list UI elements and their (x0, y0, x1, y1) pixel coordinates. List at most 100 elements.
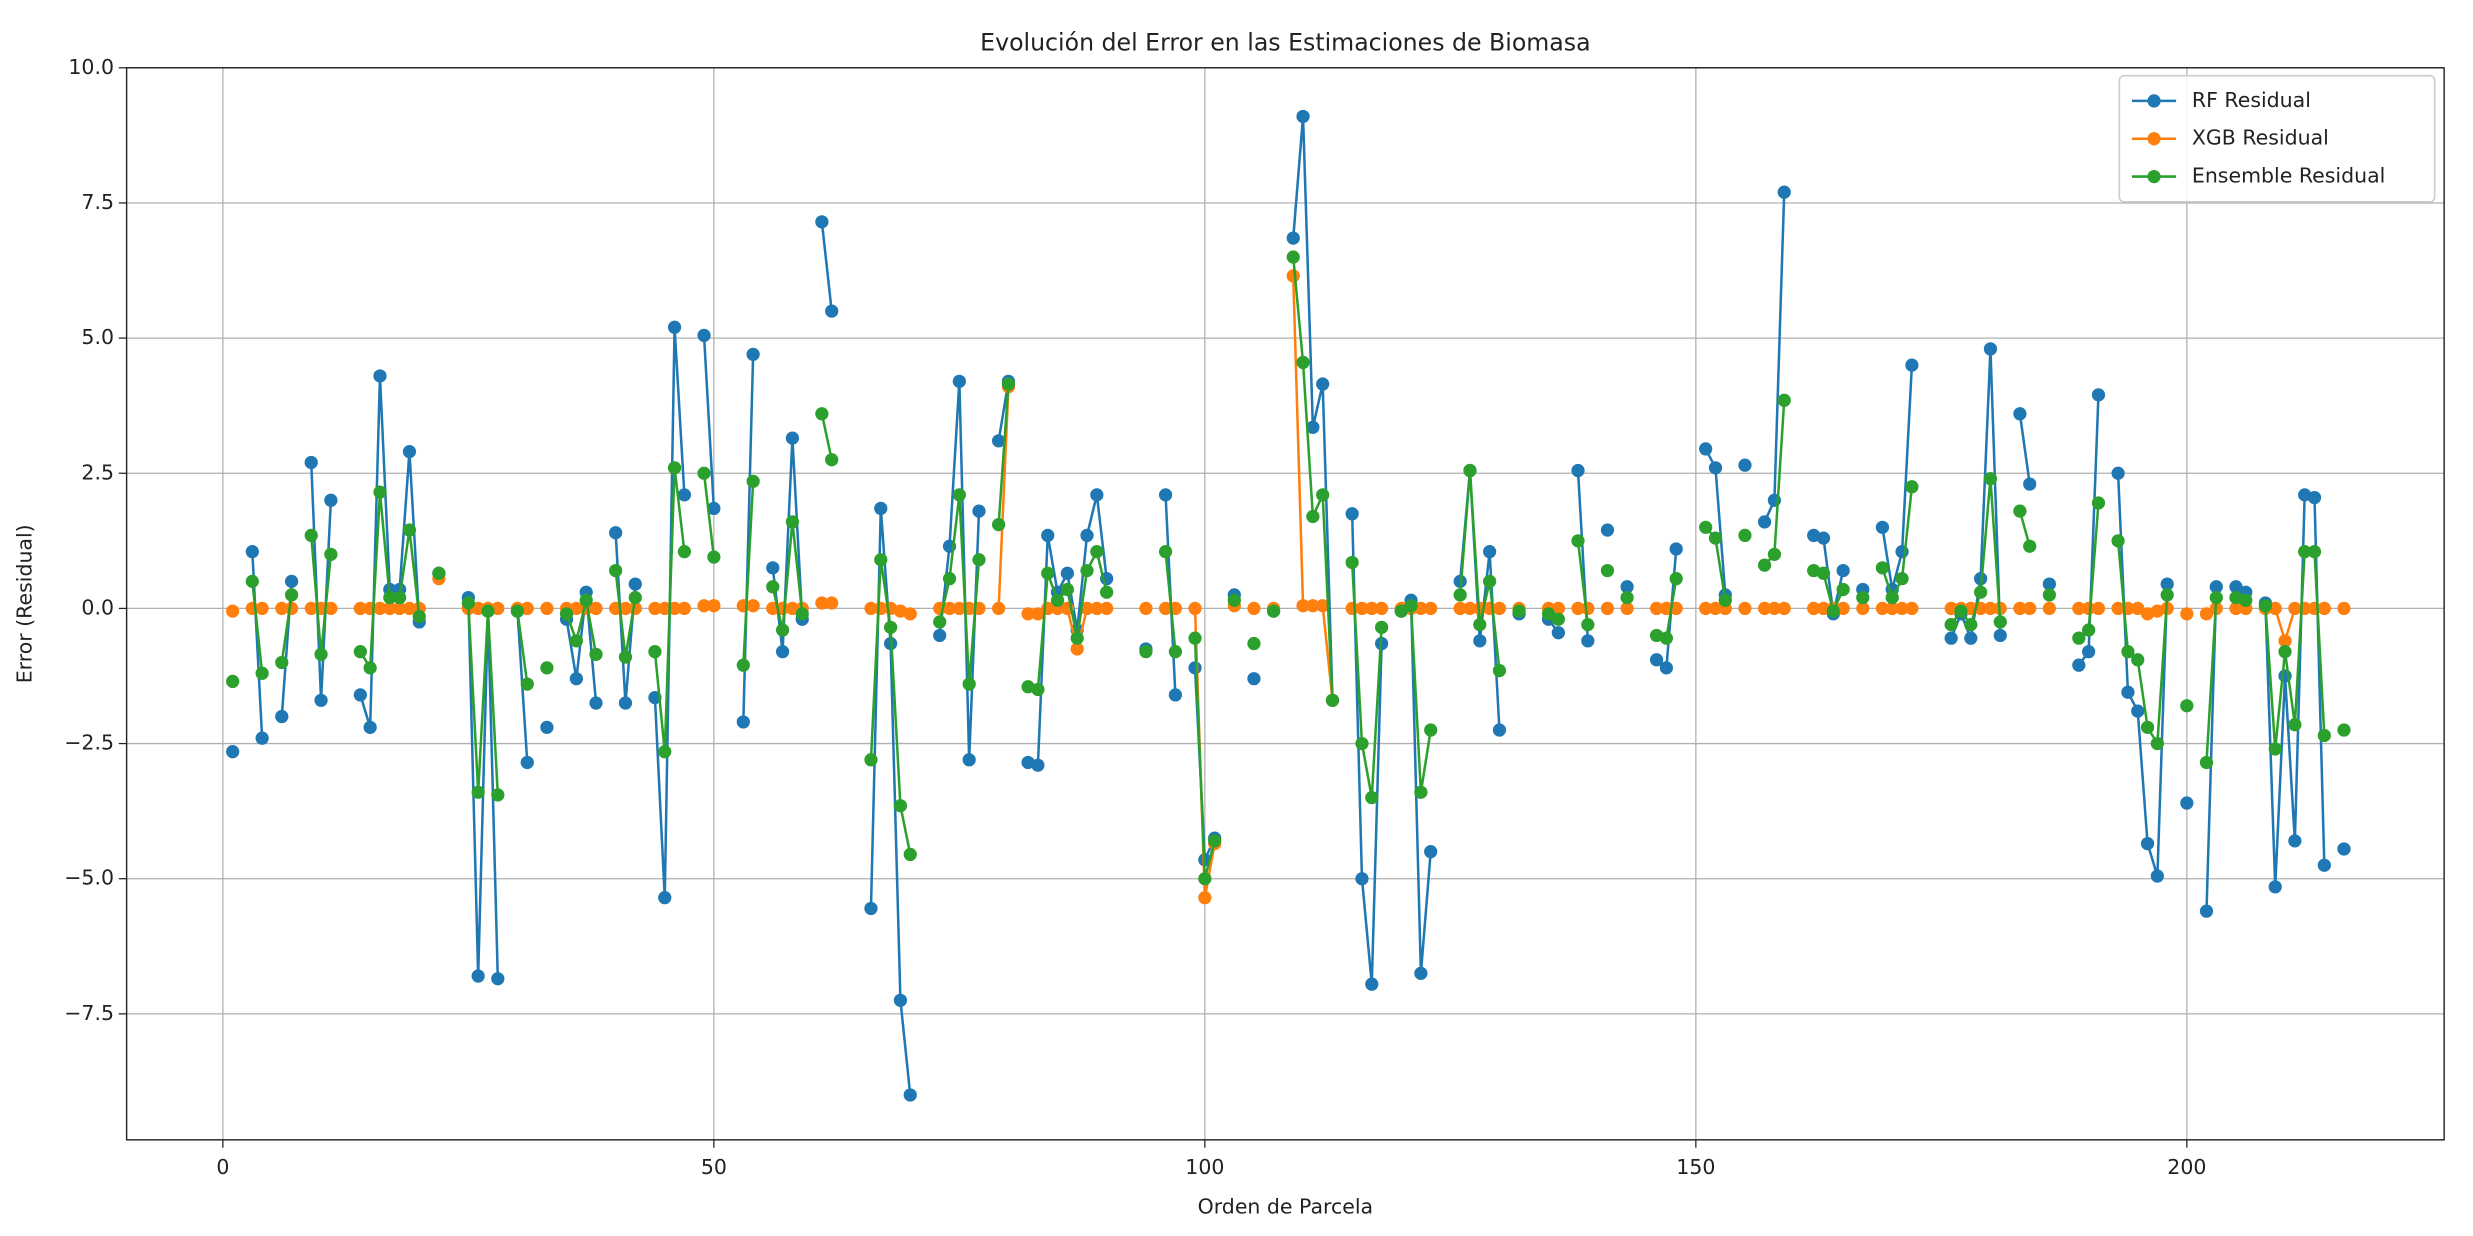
point (1895, 601, 1909, 616)
point (1080, 528, 1094, 543)
point (245, 545, 259, 559)
point (1767, 601, 1782, 616)
point (2140, 720, 2155, 734)
point (1306, 509, 1320, 524)
point (2209, 590, 2223, 605)
y-tick-label: −5.0 (64, 866, 114, 890)
point (1669, 542, 1683, 556)
point (255, 666, 269, 680)
point (2298, 545, 2312, 559)
point (540, 601, 554, 616)
y-tick-label: 2.5 (81, 460, 114, 484)
point (677, 601, 692, 616)
point (2307, 601, 2322, 616)
point (992, 601, 1006, 616)
point (226, 674, 240, 689)
y-axis-label: Error (Residual) (13, 524, 37, 683)
point (589, 647, 603, 661)
point (2131, 704, 2145, 718)
point (471, 969, 485, 983)
point (1158, 488, 1173, 502)
point (383, 601, 397, 616)
point (1964, 631, 1978, 645)
point (1983, 601, 1998, 616)
point (392, 601, 407, 616)
point (1905, 601, 1919, 616)
point (2180, 607, 2194, 621)
point (2072, 601, 2086, 616)
point (903, 847, 917, 862)
point (874, 553, 888, 567)
point (2131, 653, 2145, 667)
point (707, 501, 721, 516)
point (962, 677, 976, 691)
point (589, 696, 603, 710)
point (1306, 420, 1320, 434)
point (2013, 601, 2027, 616)
point (933, 615, 947, 629)
legend-marker (2147, 169, 2161, 184)
point (412, 609, 426, 624)
point (1355, 872, 1369, 886)
point (1708, 601, 1723, 616)
point (2278, 634, 2292, 648)
point (1168, 645, 1183, 659)
point (363, 661, 377, 675)
point (609, 563, 623, 578)
point (1816, 531, 1831, 545)
point (1031, 758, 1045, 772)
point (1551, 612, 1565, 626)
point (1247, 636, 1261, 651)
point (648, 645, 662, 659)
point (697, 466, 711, 480)
point (1345, 555, 1359, 570)
point (1296, 109, 1310, 124)
point (2288, 834, 2302, 848)
point (1286, 269, 1300, 283)
point (864, 901, 878, 916)
point (2131, 601, 2145, 616)
point (667, 461, 682, 475)
point (324, 547, 338, 561)
point (2013, 407, 2027, 421)
y-tick-label: 5.0 (81, 325, 114, 349)
point (481, 604, 495, 618)
point (746, 347, 760, 361)
point (1453, 574, 1467, 588)
point (1875, 520, 1890, 534)
point (903, 607, 917, 621)
point (746, 599, 760, 613)
point (628, 577, 642, 591)
series-group (226, 250, 2351, 886)
point (1974, 585, 1988, 599)
point (2239, 593, 2253, 607)
point (1463, 601, 1477, 616)
point (942, 601, 957, 616)
point (1463, 463, 1477, 478)
point (1021, 607, 1035, 621)
point (1581, 618, 1595, 632)
point (1826, 604, 1840, 618)
point (1473, 618, 1487, 632)
point (2042, 601, 2056, 616)
point (1993, 601, 2007, 616)
point (1699, 601, 1713, 616)
point (2209, 601, 2223, 616)
point (1374, 620, 1389, 634)
point (1345, 507, 1359, 521)
point (677, 545, 692, 559)
y-tick-label: 0.0 (81, 595, 114, 619)
point (245, 574, 259, 588)
point (2042, 577, 2056, 591)
point (304, 528, 318, 543)
point (1031, 682, 1045, 697)
point (903, 1088, 917, 1102)
point (1296, 355, 1310, 370)
point (1080, 601, 1094, 616)
point (1905, 358, 1919, 372)
point (815, 215, 829, 229)
point (618, 601, 633, 616)
point (2121, 645, 2135, 659)
point (1198, 872, 1212, 886)
legend-label: XGB Residual (2192, 126, 2329, 150)
